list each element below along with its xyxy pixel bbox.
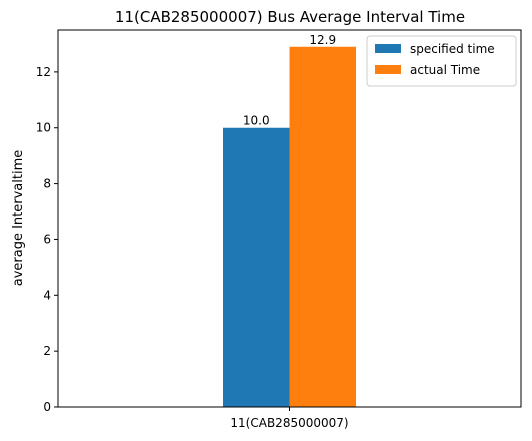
y-tick-label: 8 xyxy=(43,177,51,191)
legend-swatch xyxy=(375,44,401,53)
legend: specified time actual Time xyxy=(366,35,517,87)
plot-frame xyxy=(57,29,522,408)
legend-label: specified time xyxy=(410,42,495,56)
y-tick-label: 4 xyxy=(43,288,51,302)
legend-swatch xyxy=(375,65,401,74)
legend-box xyxy=(366,35,517,87)
y-tick-label: 0 xyxy=(43,400,51,414)
bar-specified-time xyxy=(223,127,290,408)
bar-actual-time xyxy=(289,46,356,407)
y-tick-label: 12 xyxy=(36,65,51,79)
bar-value-label: 10.0 xyxy=(243,114,270,128)
y-tick-label: 10 xyxy=(36,121,51,135)
legend-label: actual Time xyxy=(410,63,480,77)
y-tick-label: 6 xyxy=(43,232,51,246)
plot-area: 0 2 4 6 8 10 12 10.0 12.9 11(CAB285000007) xyxy=(36,33,356,430)
y-tick-label: 2 xyxy=(43,344,51,358)
bar-value-label: 12.9 xyxy=(309,33,336,47)
y-axis-label: average Intervaltime xyxy=(11,150,26,287)
chart-title: 11(CAB285000007) Bus Average Interval Ti… xyxy=(115,8,465,26)
x-tick-label: 11(CAB285000007) xyxy=(230,416,348,430)
